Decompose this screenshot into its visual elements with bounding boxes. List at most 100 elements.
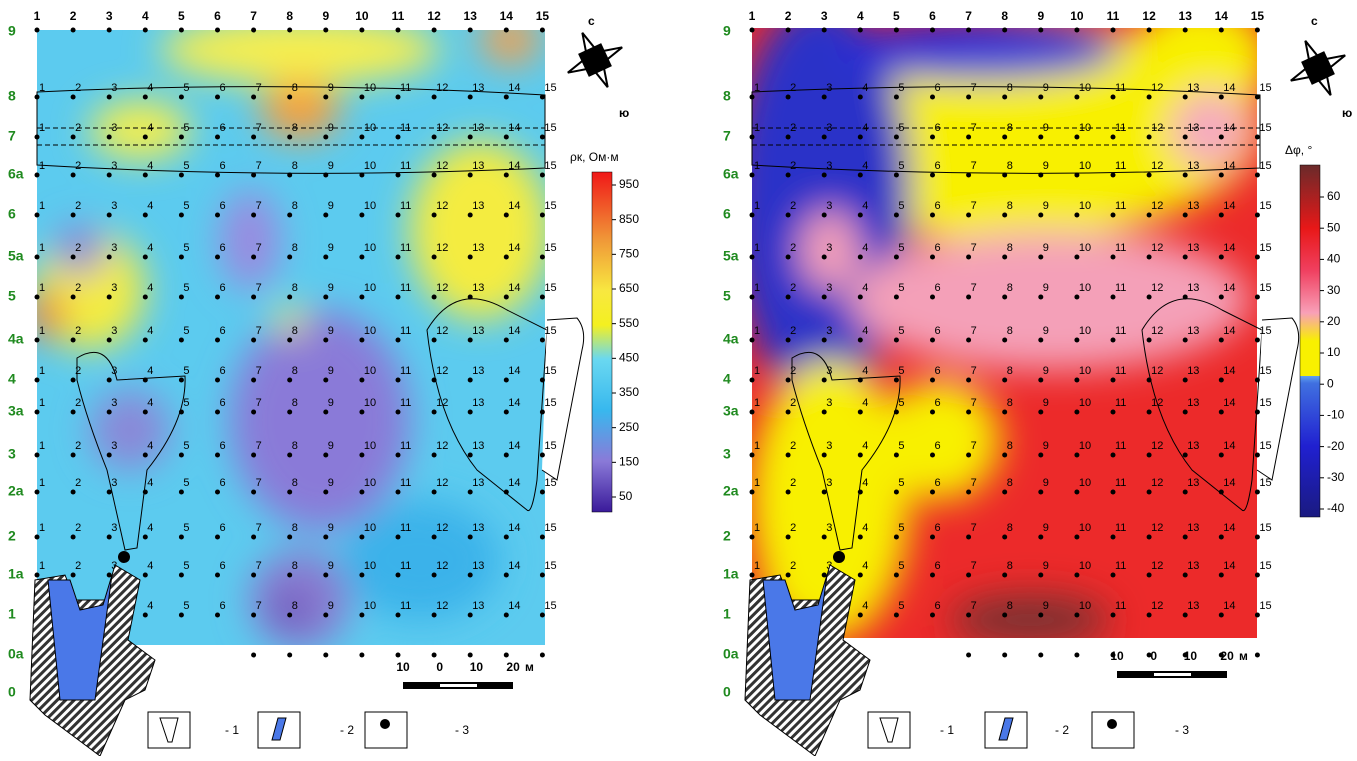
point-label: 10 [1079, 282, 1091, 294]
point-label: 7 [256, 325, 262, 337]
grid-point [858, 410, 863, 415]
row-label: 1 [8, 606, 16, 622]
row-label: 4 [8, 371, 16, 387]
point-label: 9 [1043, 522, 1049, 534]
point-label: 12 [1151, 560, 1163, 572]
grid-point [858, 573, 863, 578]
point-label: 3 [826, 477, 832, 489]
grid-point [1002, 613, 1007, 618]
column-label: 14 [1215, 9, 1229, 23]
grid-point [966, 490, 971, 495]
grid-point [1002, 95, 1007, 100]
point-label: 10 [1079, 200, 1091, 212]
grid-point [251, 410, 256, 415]
point-label: 5 [183, 600, 189, 612]
grid-point [822, 378, 827, 383]
point-label: 1 [39, 522, 45, 534]
scale-label: 20 [506, 660, 520, 674]
grid-point [1111, 28, 1116, 33]
point-label: 15 [1259, 560, 1271, 572]
grid-point [1111, 490, 1116, 495]
grid-point [750, 338, 755, 343]
grid-point [822, 490, 827, 495]
grid-point [251, 490, 256, 495]
grid-point [1111, 453, 1116, 458]
point-label: 13 [472, 82, 484, 94]
point-label: 2 [75, 365, 81, 377]
grid-point [1147, 378, 1152, 383]
point-label: 14 [1223, 522, 1235, 534]
grid-point [1074, 613, 1079, 618]
grid-point [822, 173, 827, 178]
grid-point [251, 135, 256, 140]
grid-point [1183, 453, 1188, 458]
grid-point [432, 410, 437, 415]
point-label: 9 [1043, 365, 1049, 377]
grid-point [786, 453, 791, 458]
point-label: 12 [1151, 242, 1163, 254]
point-label: 1 [39, 440, 45, 452]
point-label: 6 [220, 242, 226, 254]
point-label: 9 [328, 122, 334, 134]
colorbar-tick-label: -20 [1327, 439, 1345, 453]
grid-point [179, 28, 184, 33]
point-label: 7 [971, 600, 977, 612]
grid-point [858, 295, 863, 300]
point-label: 2 [75, 242, 81, 254]
point-label: 3 [111, 365, 117, 377]
point-label: 7 [256, 365, 262, 377]
row-label: 0 [8, 684, 16, 700]
grid-point [1111, 613, 1116, 618]
point-label: 13 [1187, 440, 1199, 452]
grid-point [504, 573, 509, 578]
heatmap-blob [220, 190, 280, 290]
point-label: 4 [862, 440, 868, 452]
point-label: 2 [75, 397, 81, 409]
grid-point [468, 613, 473, 618]
point-label: 2 [790, 200, 796, 212]
point-label: 13 [1187, 282, 1199, 294]
point-label: 3 [826, 325, 832, 337]
grid-point [1111, 410, 1116, 415]
point-label: 8 [292, 242, 298, 254]
point-label: 5 [183, 282, 189, 294]
row-label: 7 [8, 128, 16, 144]
grid-point [396, 135, 401, 140]
row-label: 4 [723, 371, 731, 387]
grid-point [71, 95, 76, 100]
grid-point [1111, 213, 1116, 218]
grid-point [540, 255, 545, 260]
grid-point [179, 573, 184, 578]
column-label: 2 [785, 9, 792, 23]
point-label: 11 [1115, 440, 1126, 452]
point-label: 15 [1259, 600, 1271, 612]
point-label: 5 [898, 242, 904, 254]
grid-point [1147, 28, 1152, 33]
grid-point [396, 95, 401, 100]
point-label: 10 [1079, 82, 1091, 94]
point-label: 12 [436, 282, 448, 294]
point-label: 1 [754, 200, 760, 212]
column-label: 11 [392, 9, 405, 23]
grid-point [1002, 453, 1007, 458]
grid-point [432, 653, 437, 658]
point-label: 11 [1115, 477, 1126, 489]
scale-label: 20 [1220, 649, 1234, 663]
legend-label: - 3 [1175, 723, 1189, 737]
grid-point [1219, 213, 1224, 218]
point-label: 12 [436, 440, 448, 452]
grid-point [1111, 295, 1116, 300]
point-label: 14 [508, 600, 520, 612]
point-label: 3 [826, 522, 832, 534]
point-label: 1 [754, 122, 760, 134]
point-label: 8 [1007, 282, 1013, 294]
grid-point [1219, 135, 1224, 140]
grid-point [786, 135, 791, 140]
grid-point [432, 295, 437, 300]
grid-point [71, 573, 76, 578]
grid-point [468, 28, 473, 33]
point-label: 11 [400, 365, 411, 377]
heatmap-blob [275, 595, 305, 625]
point-label: 10 [364, 282, 376, 294]
point-label: 14 [508, 282, 520, 294]
